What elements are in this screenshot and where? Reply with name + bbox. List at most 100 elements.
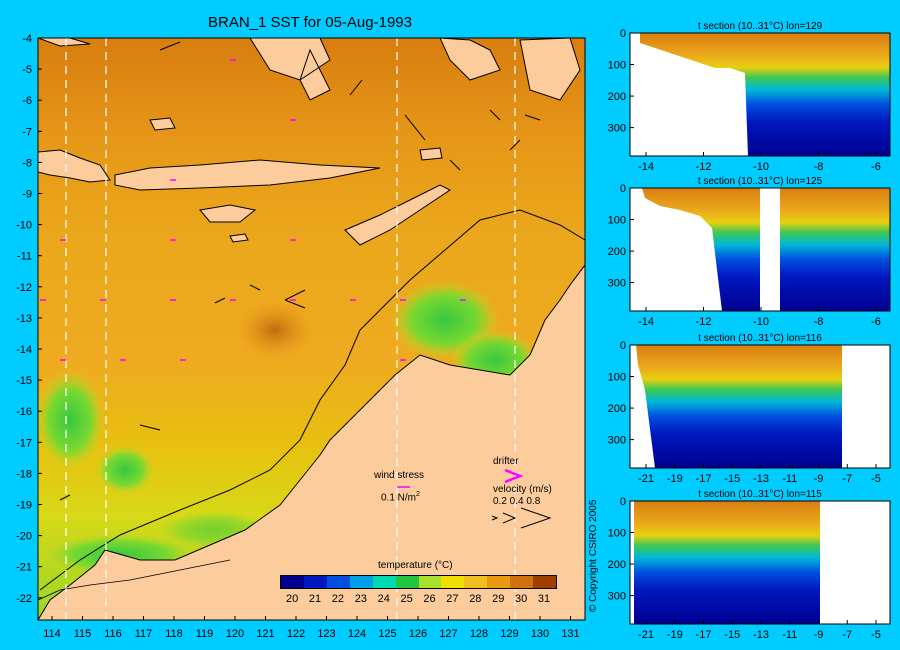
section-lon115: t section (10..31°C) lon=115 0 100 200 300 -2… — [608, 489, 891, 641]
slope-contour — [38, 559, 231, 601]
section-y-tick-label: 300 — [608, 123, 626, 135]
section-x-tick-label: -9 — [814, 629, 824, 641]
section-x-tick-label: -7 — [842, 473, 852, 485]
section-x-tick-label: -5 — [871, 629, 881, 641]
lat-tick-label: -11 — [17, 251, 32, 263]
lat-axis: -4 -5 -6 -7 -8 -9 -10 -11 -12 -13 -14 -15 -16 -17 -18 -… — [16, 33, 42, 605]
lat-tick-label: -14 — [16, 344, 32, 356]
lon-tick-label: 117 — [135, 628, 153, 640]
lat-tick-label: -8 — [22, 157, 32, 169]
lat-tick-label: -7 — [22, 126, 32, 138]
colorbar-ticks: 20 21 22 23 24 25 26 27 28 29 30 31 — [280, 593, 555, 607]
colorbar-tick-label: 29 — [492, 593, 505, 605]
colorbar-tick-label: 26 — [423, 593, 436, 605]
section-frame — [629, 344, 891, 469]
section-lon116: t section (10..31°C) lon=116 0 100 200 300 -2… — [608, 333, 891, 485]
lon-tick-label: 127 — [439, 628, 457, 640]
section-y-tick-label: 100 — [608, 60, 626, 72]
colorbar-segment — [349, 576, 373, 588]
section-x-tick-label: -11 — [782, 629, 797, 641]
sst-map: 114 115 116 117 118 119 120 121 122 123 124 125 126 1… — [16, 33, 586, 640]
colorbar-segment — [372, 576, 396, 588]
section-title: t section (10..31°C) lon=115 — [698, 489, 822, 500]
wind-stress-arrows — [59, 41, 541, 501]
section-x-tick-label: -19 — [667, 473, 683, 485]
lat-tick-label: -4 — [22, 33, 32, 45]
section-x-tick-label: -13 — [753, 473, 769, 485]
lon-tick-label: 115 — [74, 628, 92, 640]
small-island — [149, 117, 443, 243]
sections-panel: t section (10..31°C) lon=129 0 100 200 300 -1… — [608, 21, 891, 641]
colorbar-tick-label: 22 — [331, 593, 345, 605]
lon-tick-label: 122 — [287, 628, 305, 640]
lon-tick-label: 128 — [470, 628, 488, 640]
section-x-tick-label: -10 — [753, 161, 769, 173]
drifter-markers — [40, 59, 466, 361]
section-x-tick-label: -21 — [638, 629, 654, 641]
lon-tick-label: 125 — [378, 628, 396, 640]
lon-tick-label: 114 — [43, 628, 61, 640]
lon-tick-label: 119 — [196, 628, 214, 640]
lon-tick-label: 131 — [561, 628, 579, 640]
lat-tick-label: -9 — [22, 189, 32, 201]
section-x-tick-label: -6 — [871, 316, 881, 328]
colorbar-tick-label: 25 — [400, 593, 413, 605]
section-y-tick-label: 300 — [608, 591, 626, 603]
section-x-tick-label: -9 — [814, 473, 824, 485]
section-x-tick-label: -12 — [696, 161, 712, 173]
flores-island — [114, 159, 381, 191]
section-y-tick-label: 100 — [608, 215, 626, 227]
drifter-arrow — [504, 468, 524, 484]
section-gap — [760, 188, 780, 311]
section-y-tick-label: 300 — [608, 435, 626, 447]
wind-stress-exponent: 2 — [416, 491, 420, 498]
colorbar-segment — [510, 576, 534, 588]
lat-tick-label: -16 — [16, 406, 32, 418]
section-land-mask — [838, 501, 890, 624]
section-x-tick-label: -6 — [871, 161, 881, 173]
colorbar-tick-label: 27 — [446, 593, 459, 605]
wind-stress-value-text: 0.1 N/m — [381, 492, 417, 504]
lat-tick-label: -10 — [16, 220, 32, 232]
section-land-mask — [630, 501, 634, 624]
colorbar-segment — [303, 576, 327, 588]
map-title: BRAN_1 SST for 05-Aug-1993 — [207, 14, 412, 31]
section-title: t section (10..31°C) lon=125 — [698, 176, 823, 187]
section-x-tick-label: -14 — [638, 316, 654, 328]
section-land-mask — [630, 188, 722, 311]
australia-land — [38, 264, 585, 620]
velocity-label: velocity (m/s) — [493, 484, 552, 495]
section-x-tick-label: -12 — [696, 316, 712, 328]
section-lon125: t section (10..31°C) lon=125 0 100 200 300 -1… — [608, 176, 891, 328]
colorbar-segment — [441, 576, 465, 588]
section-frame — [629, 187, 891, 312]
section-y-tick-label: 300 — [608, 278, 626, 290]
lon-tick-label: 129 — [500, 628, 518, 640]
lon-tick-label: 126 — [409, 628, 427, 640]
lon-tick-label: 118 — [165, 628, 183, 640]
cool-patch — [38, 370, 105, 470]
colorbar-segment — [464, 576, 488, 588]
section-x-tick-label: -13 — [753, 629, 769, 641]
section-frame — [629, 32, 891, 157]
section-y-tick-label: 0 — [620, 340, 626, 352]
lat-tick-label: -20 — [16, 531, 32, 543]
section-x-tick-label: -15 — [724, 473, 740, 485]
lat-tick-label: -22 — [16, 593, 32, 605]
velocity-arrows — [491, 507, 552, 529]
lat-tick-label: -12 — [16, 282, 32, 294]
colorbar-tick-label: 31 — [537, 593, 551, 605]
section-lon129: t section (10..31°C) lon=129 0 100 200 300 -1… — [608, 21, 891, 173]
section-x-tick-label: -7 — [842, 629, 852, 641]
main-map-panel: BRAN_1 SST for 05-Aug-1993 — [16, 14, 586, 640]
colorbar-segment — [418, 576, 442, 588]
shelf-isobath — [39, 209, 585, 591]
section-x-tick-label: -11 — [782, 473, 797, 485]
colorbar-segment — [395, 576, 419, 588]
velocity-scale: 0.2 0.4 0.8 — [493, 496, 541, 507]
lat-tick-label: -17 — [16, 437, 32, 449]
lon-tick-label: 120 — [226, 628, 244, 640]
section-land-mask — [842, 345, 890, 468]
colorbar-segment — [487, 576, 511, 588]
section-x-tick-label: -17 — [696, 629, 712, 641]
